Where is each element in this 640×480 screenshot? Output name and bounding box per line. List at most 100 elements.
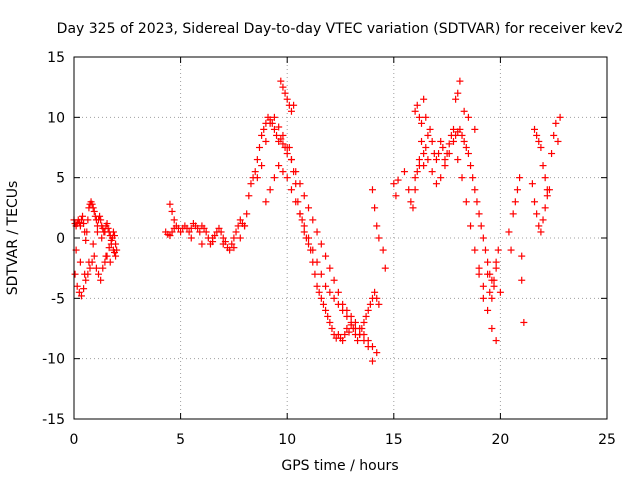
data-point — [373, 349, 381, 357]
x-tick-label: 5 — [176, 432, 185, 448]
data-point — [411, 107, 419, 115]
data-point — [334, 288, 342, 296]
data-point — [322, 306, 330, 314]
data-point — [273, 131, 281, 139]
data-point — [445, 150, 453, 158]
data-point — [287, 186, 295, 194]
data-point — [490, 276, 498, 284]
data-point — [170, 216, 178, 224]
data-point — [290, 101, 298, 109]
data-point — [88, 200, 96, 208]
data-point — [194, 224, 202, 232]
data-point — [481, 246, 489, 254]
data-point — [422, 113, 430, 121]
data-point — [484, 270, 492, 278]
data-point — [375, 300, 383, 308]
data-point — [106, 258, 114, 266]
data-point — [270, 113, 278, 121]
data-point — [230, 244, 238, 252]
data-point — [209, 234, 217, 242]
data-point — [477, 222, 485, 230]
data-point — [77, 292, 85, 300]
data-point — [93, 228, 101, 236]
data-point — [467, 222, 475, 230]
data-point — [428, 168, 436, 176]
data-point — [168, 207, 176, 215]
data-point — [460, 137, 468, 145]
data-point — [258, 131, 266, 139]
data-point — [531, 198, 539, 206]
data-point — [279, 140, 287, 148]
data-point — [266, 119, 274, 127]
data-point — [260, 125, 268, 133]
data-point — [413, 101, 421, 109]
data-point — [219, 240, 227, 248]
data-point — [449, 125, 457, 133]
data-point — [343, 312, 351, 320]
data-point — [464, 113, 472, 121]
data-point — [548, 150, 556, 158]
data-point — [415, 113, 423, 121]
data-point — [232, 228, 240, 236]
data-point — [339, 337, 347, 345]
data-point — [445, 140, 453, 148]
data-point — [400, 168, 408, 176]
data-point — [200, 224, 208, 232]
data-point — [371, 204, 379, 212]
data-point — [243, 210, 251, 218]
data-point — [317, 270, 325, 278]
data-point — [313, 258, 321, 266]
data-point — [454, 89, 462, 97]
data-point — [484, 258, 492, 266]
data-point — [409, 204, 417, 212]
data-point — [464, 150, 472, 158]
data-point — [426, 125, 434, 133]
data-point — [415, 156, 423, 164]
data-point — [535, 222, 543, 230]
data-point — [177, 228, 185, 236]
data-point — [168, 228, 176, 236]
data-point — [111, 248, 119, 256]
data-point — [103, 220, 111, 228]
data-point — [270, 125, 278, 133]
data-point — [82, 276, 90, 284]
data-point — [368, 186, 376, 194]
data-point — [97, 216, 105, 224]
data-point — [112, 252, 120, 260]
data-point — [105, 244, 113, 252]
data-point — [362, 312, 370, 320]
data-point — [392, 192, 400, 200]
data-point — [541, 204, 549, 212]
data-point — [90, 252, 98, 260]
data-point — [326, 318, 334, 326]
data-point — [75, 288, 83, 296]
data-point — [300, 192, 308, 200]
data-point — [305, 204, 313, 212]
data-point — [471, 246, 479, 254]
data-point — [196, 228, 204, 236]
data-point — [507, 246, 515, 254]
data-point — [452, 131, 460, 139]
data-point — [539, 162, 547, 170]
data-point — [462, 198, 470, 206]
data-point — [287, 107, 295, 115]
data-point — [275, 123, 283, 131]
x-tick-label: 25 — [598, 432, 616, 448]
data-point — [411, 174, 419, 182]
data-point — [494, 246, 502, 254]
data-point — [86, 264, 94, 272]
data-point — [479, 234, 487, 242]
data-point — [390, 180, 398, 188]
data-point — [324, 312, 332, 320]
data-point — [322, 252, 330, 260]
data-point — [328, 325, 336, 332]
data-point — [486, 288, 494, 296]
data-point — [253, 174, 261, 182]
data-point — [317, 240, 325, 248]
data-point — [437, 174, 445, 182]
data-point — [518, 276, 526, 284]
data-point — [432, 156, 440, 164]
data-point — [266, 186, 274, 194]
data-point — [556, 113, 564, 121]
